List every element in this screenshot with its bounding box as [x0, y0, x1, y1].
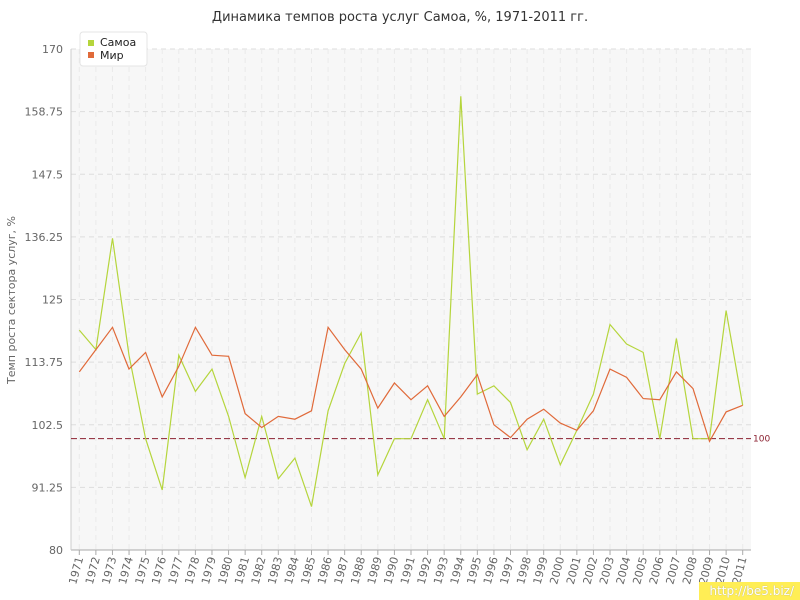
legend[interactable]: Самоа Мир [79, 31, 148, 67]
legend-box [79, 31, 148, 67]
watermark-link[interactable]: http://be5.biz/ [699, 582, 800, 600]
reference-line-100: 100 [71, 435, 770, 445]
y-tick-label: 125 [42, 294, 63, 307]
series-line-world [78, 325, 743, 443]
y-tick-label: 170 [42, 43, 63, 56]
legend-swatch-world [88, 52, 94, 58]
series-lines [78, 96, 744, 507]
y-tick-label: 136.25 [25, 231, 64, 244]
y-tick-label: 158.75 [25, 106, 64, 119]
y-tick-labels: 80 91.25 102.5 113.75 125 136.25 147.5 158.75 17… [25, 43, 64, 557]
y-tick-label: 147.5 [32, 168, 64, 181]
y-tick-label: 102.5 [32, 419, 64, 432]
y-tick-label: 91.25 [32, 481, 64, 494]
chart-title: Динамика темпов роста услуг Самоа, %, 19… [211, 10, 589, 25]
y-tick-label: 113.75 [25, 356, 64, 369]
reference-line-label: 100 [753, 435, 770, 445]
y-tick-label: 80 [49, 544, 63, 557]
legend-label-samoa: Самоа [100, 36, 136, 49]
y-axis-label: Темп роста сектора услуг, % [5, 216, 18, 385]
legend-label-world: Мир [100, 49, 124, 62]
x-tick-labels: 1971197219731974197519761977197819791980… [66, 550, 750, 586]
legend-swatch-samoa [88, 40, 94, 46]
series-line-samoa [78, 96, 744, 507]
grid [71, 48, 751, 550]
